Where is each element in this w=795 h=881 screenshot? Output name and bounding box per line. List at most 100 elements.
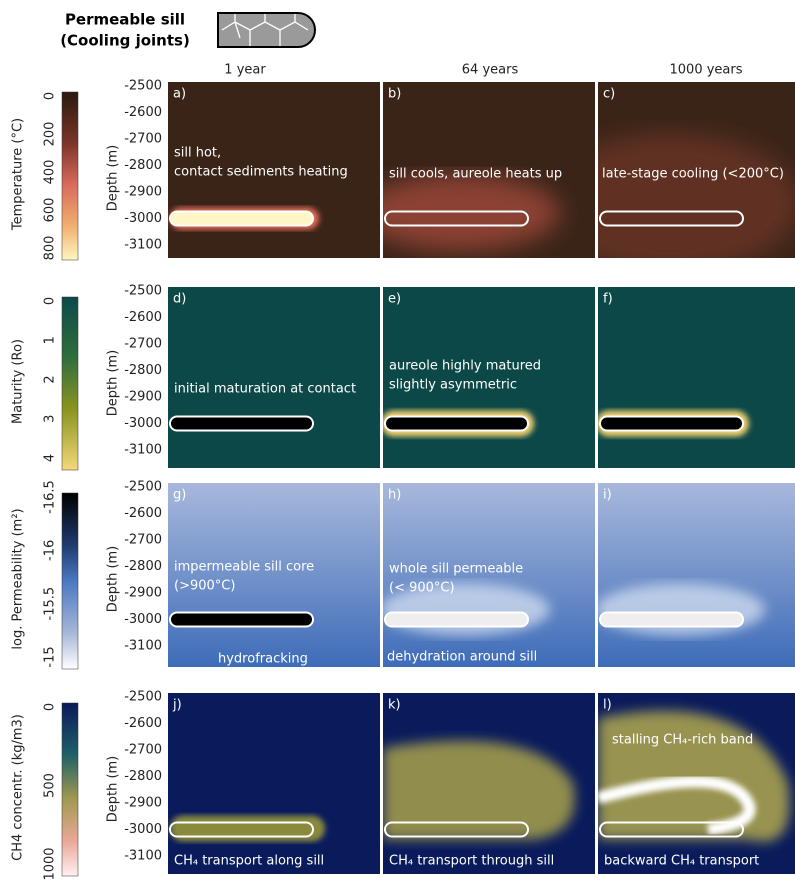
sill: [170, 212, 313, 226]
panel-letter: a): [173, 87, 186, 102]
colorbar-tick-label: -15: [43, 646, 58, 667]
sill: [385, 417, 528, 431]
colorbar-label: log. Permeability (m²): [11, 508, 26, 649]
depth-tick-label: -2900: [124, 390, 162, 405]
panel-background: [168, 287, 380, 468]
panel: [168, 287, 380, 468]
depth-tick-label: -3100: [124, 238, 162, 253]
sill: [170, 417, 313, 431]
colorbar-tick-label: -15.5: [43, 587, 58, 621]
colorbar-tick-label: 0: [43, 297, 58, 305]
annotation: sill cools, aureole heats up: [389, 167, 562, 182]
depth-tick-label: -2800: [124, 559, 162, 574]
panel: [168, 693, 380, 874]
depth-tick-label: -2700: [124, 743, 162, 758]
sill: [385, 613, 528, 627]
annotation: late-stage cooling (<200°C): [602, 167, 784, 182]
panel-background: [598, 287, 795, 468]
sill: [600, 417, 743, 431]
colorbar-tick-label: 0: [43, 92, 58, 100]
colorbar-tick-label: 800: [43, 236, 58, 261]
glow: [595, 584, 765, 636]
plume: [170, 816, 325, 842]
panel-letter: b): [388, 87, 401, 102]
annotation: CH₄ transport through sill: [389, 854, 554, 869]
annotation: contact sediments heating: [174, 165, 348, 180]
panel-letter: h): [388, 488, 401, 503]
panel: [168, 483, 380, 667]
colorbar-tick-label: -16.5: [43, 480, 58, 514]
annotation: impermeable sill core: [174, 560, 314, 575]
column-title: 1000 years: [670, 63, 743, 78]
panel-letter: g): [173, 488, 186, 503]
colorbar-label: Temperature (°C): [11, 118, 26, 231]
column-title: 64 years: [462, 63, 519, 78]
colorbar-tick-label: 200: [43, 122, 58, 147]
depth-axis-label: Depth (m): [106, 546, 121, 613]
header-title: Permeable sill: [65, 11, 185, 29]
colorbar-tick-label: 3: [43, 415, 58, 423]
colorbar-tick-label: 500: [43, 773, 58, 798]
panel-letter: c): [603, 87, 615, 102]
sill: [600, 613, 743, 627]
depth-axis-label: Depth (m): [106, 145, 121, 212]
depth-tick-label: -3000: [124, 416, 162, 431]
annotation: (< 900°C): [389, 581, 455, 596]
depth-tick-label: -3000: [124, 211, 162, 226]
depth-tick-label: -2900: [124, 796, 162, 811]
annotation: (>900°C): [174, 579, 235, 594]
colorbar-label: Maturity (Ro): [11, 339, 26, 424]
depth-axis-label: Depth (m): [106, 350, 121, 417]
depth-tick-label: -3100: [124, 443, 162, 458]
annotation: initial maturation at contact: [174, 382, 356, 397]
column-title: 1 year: [224, 63, 266, 78]
depth-tick-label: -2500: [124, 284, 162, 299]
depth-tick-label: -2600: [124, 716, 162, 731]
panel-background: [168, 483, 380, 667]
panel-background: [168, 693, 380, 874]
depth-axis-label: Depth (m): [106, 756, 121, 823]
depth-tick-label: -3000: [124, 822, 162, 837]
panel-letter: i): [603, 488, 612, 503]
colorbar: [62, 297, 78, 470]
sill-icon: [218, 13, 315, 47]
panel-letter: e): [388, 292, 401, 307]
depth-tick-label: -2900: [124, 185, 162, 200]
depth-tick-label: -2600: [124, 105, 162, 120]
depth-tick-label: -2900: [124, 586, 162, 601]
annotation: hydrofracking: [218, 652, 308, 667]
panel-letter: k): [388, 698, 401, 713]
colorbar-tick-label: 4: [43, 454, 58, 462]
annotation: dehydration around sill: [387, 650, 537, 665]
panel-letter: f): [603, 292, 613, 307]
annotation: aureole highly matured: [389, 359, 541, 374]
colorbar-tick-label: -16: [43, 540, 58, 561]
depth-tick-label: -2700: [124, 533, 162, 548]
annotation: whole sill permeable: [389, 562, 523, 577]
colorbar-tick-label: 2: [43, 375, 58, 383]
colorbar: [62, 493, 78, 669]
panel: [598, 693, 795, 874]
depth-tick-label: -2700: [124, 132, 162, 147]
depth-tick-label: -2700: [124, 337, 162, 352]
panel-letter: d): [173, 292, 186, 307]
sill: [170, 613, 313, 627]
depth-tick-label: -2800: [124, 158, 162, 173]
depth-tick-label: -2500: [124, 79, 162, 94]
colorbar-tick-label: 1000: [43, 847, 58, 880]
colorbar-tick-label: 0: [43, 703, 58, 711]
depth-tick-label: -2500: [124, 480, 162, 495]
depth-tick-label: -2800: [124, 363, 162, 378]
panel: [596, 287, 795, 468]
depth-tick-label: -2600: [124, 310, 162, 325]
annotation: CH₄ transport along sill: [174, 854, 324, 869]
depth-tick-label: -2500: [124, 690, 162, 705]
annotation: slightly asymmetric: [389, 378, 517, 393]
colorbar-tick-label: 600: [43, 198, 58, 223]
panel-letter: l): [603, 698, 612, 713]
panel: [595, 483, 795, 667]
header-subtitle: (Cooling joints): [60, 32, 190, 50]
depth-tick-label: -3000: [124, 612, 162, 627]
annotation: stalling CH₄-rich band: [612, 733, 753, 748]
depth-tick-label: -3100: [124, 639, 162, 654]
